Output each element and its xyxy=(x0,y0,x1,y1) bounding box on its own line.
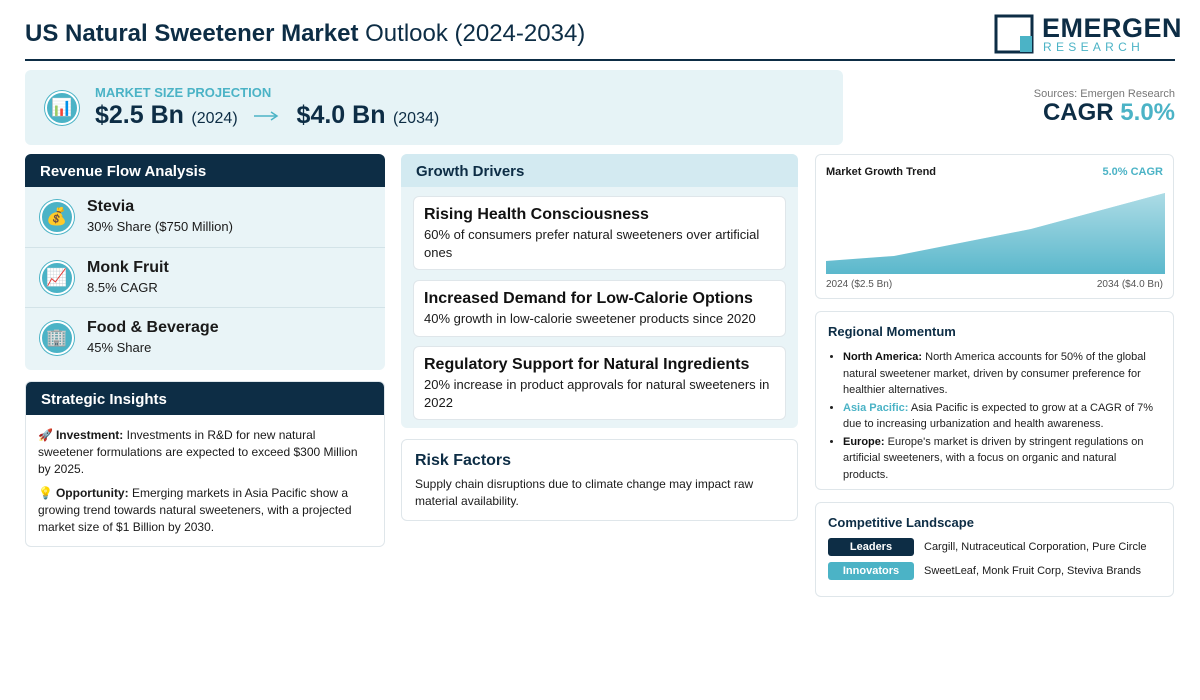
companies: SweetLeaf, Monk Fruit Corp, Steviva Bran… xyxy=(924,565,1142,577)
region-name: Asia Pacific: xyxy=(843,401,909,414)
trend-start: 2024 ($2.5 Bn) xyxy=(826,279,893,290)
arrow xyxy=(254,111,279,121)
region-item: Asia Pacific: Asia Pacific is expected t… xyxy=(843,400,1161,433)
regional-card: Regional Momentum North America: North A… xyxy=(815,311,1174,490)
end-value: $4.0 Bn xyxy=(296,101,386,129)
trend-title: Market Growth Trend xyxy=(826,166,937,178)
item-icon: 📈 xyxy=(40,260,74,295)
projection-icon: 📊 xyxy=(45,91,79,125)
cagr: CAGR 5.0% xyxy=(1043,99,1175,127)
risk-text: Supply chain disruptions due to climate … xyxy=(415,477,754,508)
cagr-value: 5.0% xyxy=(1120,99,1175,126)
driver-title: Regulatory Support for Natural Ingredien… xyxy=(424,356,750,373)
panel-title: Revenue Flow Analysis xyxy=(25,154,385,187)
revenue-panel: Revenue Flow Analysis 💰 Stevia 30% Share (… xyxy=(25,154,385,370)
logo xyxy=(994,14,1034,54)
risk-title: Risk Factors xyxy=(415,452,512,469)
item-detail: 45% Share xyxy=(87,340,152,355)
logo-accent xyxy=(1020,36,1032,52)
revenue-item: 🏢 Food & Beverage 45% Share xyxy=(25,308,385,369)
driver-title: Increased Demand for Low-Calorie Options xyxy=(424,290,753,307)
region-name: Europe: xyxy=(843,435,885,448)
item-name: Monk Fruit xyxy=(87,258,169,276)
start-year: (2024) xyxy=(191,110,238,127)
competitor-row: Innovators SweetLeaf, Monk Fruit Corp, St… xyxy=(828,562,1161,580)
drivers-panel: Growth Drivers Rising Health Consciousne… xyxy=(401,154,798,428)
region-item: North America: North America accounts fo… xyxy=(843,349,1161,399)
driver-text: 40% growth in low-calorie sweetener prod… xyxy=(424,311,756,326)
region-text: Europe's market is driven by stringent r… xyxy=(843,435,1144,481)
insight-icon: 🚀 xyxy=(38,428,53,442)
start-value: $2.5 Bn xyxy=(95,101,184,129)
end-year: (2034) xyxy=(392,110,440,127)
driver-card: Increased Demand for Low-Calorie Options… xyxy=(413,280,786,337)
logo-box xyxy=(994,14,1034,54)
region-text: Asia Pacific is expected to grow at a CA… xyxy=(843,401,1153,431)
item-icon: 💰 xyxy=(40,200,74,234)
header-rule xyxy=(25,59,1175,61)
item-detail: 30% Share ($750 Million) xyxy=(87,219,233,234)
companies: Cargill, Nutraceutical Corporation, Pure… xyxy=(924,541,1147,553)
region-name: North America: xyxy=(843,351,923,363)
region-item: Europe: Europe's market is driven by str… xyxy=(843,434,1161,484)
competitive-card: Competitive Landscape Leaders Cargill, Nu… xyxy=(815,502,1174,597)
trend-badge: 5.0% CAGR xyxy=(1102,166,1163,178)
page-title: US Natural Sweetener Market Outlook (202… xyxy=(25,20,585,48)
insight-text: Emerging markets in Asia Pacific show a … xyxy=(38,486,352,534)
logo-bottom: RESEARCH xyxy=(1043,40,1145,54)
insight: 🚀 Investment: Investments in R&D for new … xyxy=(38,427,372,478)
trend-area xyxy=(826,193,1165,274)
projection-box: 📊 MARKET SIZE PROJECTION $2.5 Bn (2024) … xyxy=(25,70,843,145)
area-shade xyxy=(826,193,1165,274)
tag: Innovators xyxy=(828,562,914,580)
driver-text: 60% of consumers prefer natural sweetene… xyxy=(424,227,760,260)
item-name: Stevia xyxy=(87,198,135,215)
insight-text: Investments in R&D for new natural sweet… xyxy=(38,428,358,476)
driver-title: Rising Health Consciousness xyxy=(424,206,649,223)
revenue-item: 📈 Monk Fruit 8.5% CAGR xyxy=(25,248,385,308)
item-icon: 🏢 xyxy=(40,321,74,355)
panel-title: Strategic Insights xyxy=(26,382,384,415)
driver-card: Rising Health Consciousness 60% of consum… xyxy=(413,196,786,270)
risk-card: Risk Factors Supply chain disruptions du… xyxy=(401,439,798,521)
driver-text: 20% increase in product approvals for na… xyxy=(424,377,770,410)
competitive-title: Competitive Landscape xyxy=(828,515,974,530)
projection-values: $2.5 Bn (2024) $4.0 Bn (2034) xyxy=(95,101,439,130)
title-bold: US Natural Sweetener Market xyxy=(25,20,359,47)
projection-label: MARKET SIZE PROJECTION xyxy=(95,85,272,100)
regional-title: Regional Momentum xyxy=(828,324,956,339)
competitor-row: Leaders Cargill, Nutraceutical Corporatio… xyxy=(828,538,1161,556)
title-rest: Outlook (2024-2034) xyxy=(365,20,586,47)
insight-label: Opportunity: xyxy=(55,486,129,500)
revenue-item: 💰 Stevia 30% Share ($750 Million) xyxy=(25,187,385,248)
insight-label: Investment: xyxy=(55,428,124,442)
driver-card: Regulatory Support for Natural Ingredien… xyxy=(413,346,786,420)
insights-panel: Strategic Insights 🚀 Investment: Investme… xyxy=(25,381,385,547)
item-detail: 8.5% CAGR xyxy=(87,279,158,295)
item-name: Food & Beverage xyxy=(87,319,219,336)
region-text: North America accounts for 50% of the gl… xyxy=(843,351,1146,396)
trend-card: Market Growth Trend 5.0% CAGR 2024 ($2.5… xyxy=(815,154,1174,299)
cagr-label: CAGR xyxy=(1042,99,1114,126)
insight: 💡 Opportunity: Emerging markets in Asia P… xyxy=(38,485,372,536)
insight-icon: 💡 xyxy=(38,486,53,500)
trend-end: 2034 ($4.0 Bn) xyxy=(1096,279,1163,290)
source: Sources: Emergen Research xyxy=(1033,88,1175,100)
tag: Leaders xyxy=(828,538,914,556)
panel-title: Growth Drivers xyxy=(401,154,798,187)
logo-top: EMERGEN xyxy=(1042,13,1183,43)
regional-list: North America: North America accounts fo… xyxy=(828,349,1161,483)
